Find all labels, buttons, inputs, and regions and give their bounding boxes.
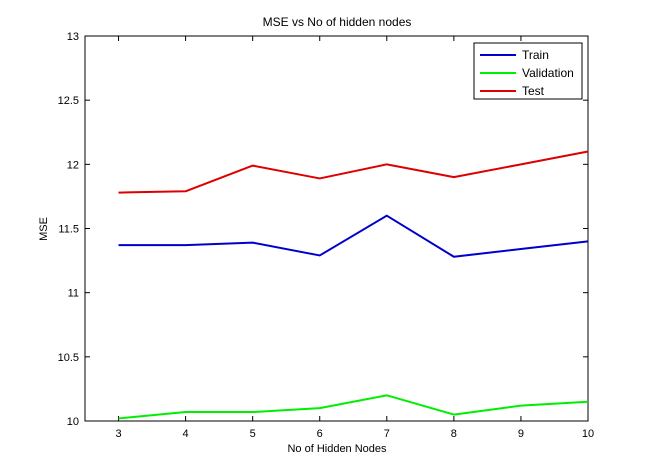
x-tick-label: 5 <box>250 428 256 440</box>
x-tick-label: 9 <box>518 428 524 440</box>
x-axis-label: No of Hidden Nodes <box>287 443 387 455</box>
x-tick-label: 7 <box>384 428 390 440</box>
chart-title: MSE vs No of hidden nodes <box>263 15 412 29</box>
y-tick-label: 12 <box>67 159 79 171</box>
x-tick-label: 6 <box>317 428 323 440</box>
y-tick-label: 11 <box>68 288 79 300</box>
y-axis-label: MSE <box>38 217 50 241</box>
series-line-test <box>118 150 589 194</box>
y-axis: 10 10.5 11 11.5 12 12.5 13 <box>58 31 588 428</box>
series-layer <box>118 150 589 420</box>
y-tick-label: 10.5 <box>58 352 79 364</box>
y-tick-label: 13 <box>67 31 79 43</box>
legend-label-train: Train <box>522 48 549 62</box>
plot-area <box>84 35 589 422</box>
legend-box <box>473 42 583 100</box>
y-tick-label: 10 <box>67 416 79 428</box>
x-tick-label: 4 <box>183 428 189 440</box>
y-tick-label: 12.5 <box>58 95 79 107</box>
legend: Train Validation Test <box>473 42 583 100</box>
x-axis: 3 4 5 6 7 8 9 10 <box>115 36 594 440</box>
series-line-train <box>118 214 589 258</box>
legend-label-validation: Validation <box>522 66 574 80</box>
series-line-validation <box>118 394 589 420</box>
legend-label-test: Test <box>522 84 545 98</box>
x-tick-label: 8 <box>451 428 457 440</box>
x-tick-label: 10 <box>582 428 594 440</box>
y-tick-label: 11.5 <box>58 224 79 236</box>
x-tick-label: 3 <box>115 428 121 440</box>
